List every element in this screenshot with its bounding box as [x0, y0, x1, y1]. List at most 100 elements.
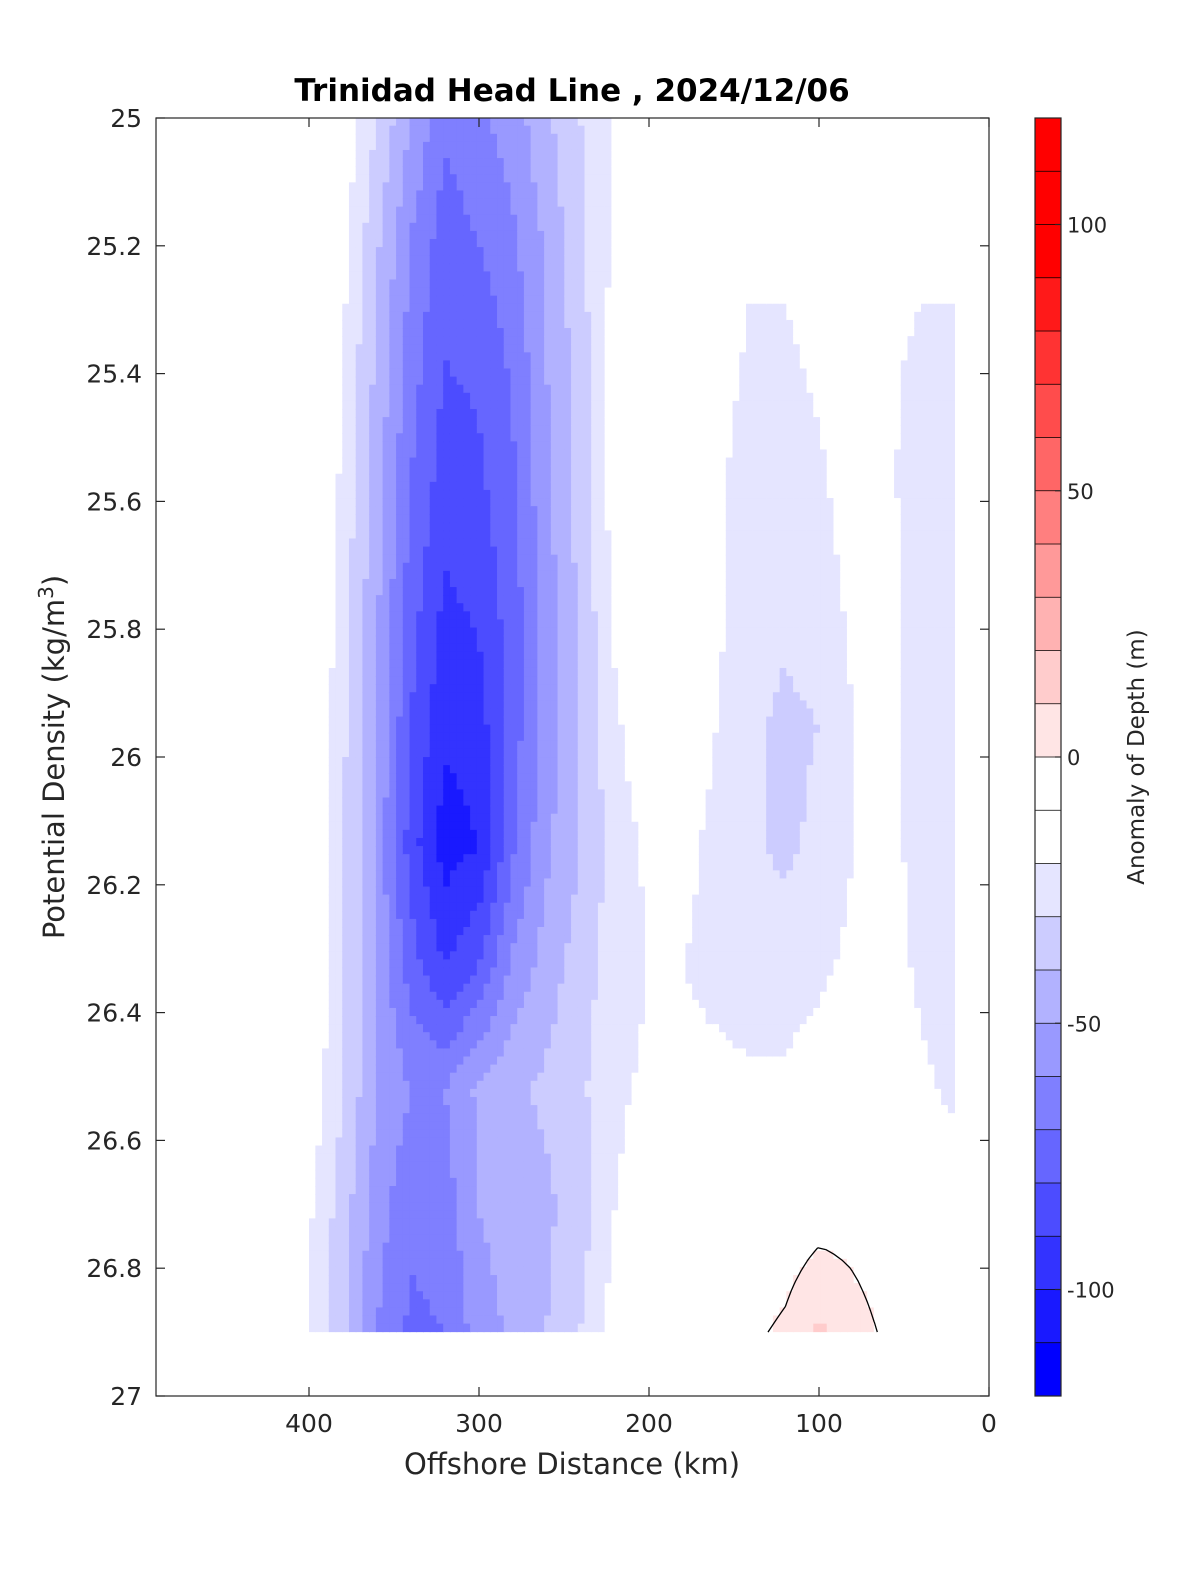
contour-cell: [416, 1177, 424, 1187]
contour-cell: [369, 643, 377, 653]
contour-cell: [375, 676, 384, 685]
contour-cell: [476, 1275, 485, 1284]
contour-cell: [530, 230, 539, 240]
contour-cell: [355, 748, 364, 758]
contour-cell: [416, 1323, 424, 1333]
contour-cell: [436, 829, 444, 839]
contour-cell: [322, 619, 330, 629]
contour-cell: [490, 489, 498, 499]
contour-cell: [369, 303, 377, 313]
contour-cell: [389, 279, 397, 289]
contour-cell: [342, 967, 350, 977]
contour-cell: [463, 1048, 471, 1058]
contour-cell: [429, 894, 438, 904]
contour-cell: [463, 967, 471, 977]
contour-cell: [517, 1105, 525, 1114]
contour-cell: [328, 287, 337, 297]
contour-cell: [523, 279, 532, 289]
contour-cell: [449, 498, 458, 507]
contour-cell: [382, 1250, 391, 1260]
contour-cell: [436, 1194, 444, 1203]
contour-cell: [342, 247, 350, 256]
contour-cell: [382, 716, 391, 726]
contour-cell: [449, 1194, 458, 1203]
contour-cell: [396, 821, 404, 831]
contour-cell: [483, 481, 492, 491]
contour-cell: [348, 813, 357, 823]
contour-cell: [375, 1250, 384, 1260]
contour-cell: [335, 1072, 344, 1082]
contour-cell: [375, 700, 384, 710]
contour-cell: [389, 983, 397, 993]
contour-cell: [523, 1113, 532, 1123]
contour-cell: [355, 1283, 364, 1293]
contour-cell: [389, 133, 397, 143]
contour-cell: [375, 821, 384, 831]
contour-cell: [362, 255, 370, 265]
contour-cell: [436, 1307, 444, 1317]
contour-cell: [476, 732, 485, 742]
contour-cell: [348, 489, 357, 499]
contour-cell: [342, 1016, 350, 1025]
contour-cell: [429, 481, 438, 491]
contour-cell: [335, 1242, 344, 1252]
contour-cell: [409, 627, 418, 637]
contour-cell: [355, 352, 364, 362]
contour-cell: [429, 352, 438, 362]
contour-cell: [362, 1016, 370, 1025]
contour-cell: [402, 1226, 411, 1236]
contour-cell: [396, 344, 404, 354]
contour-cell: [369, 408, 377, 418]
contour-cell: [476, 611, 485, 621]
contour-cell: [362, 991, 370, 1001]
contour-cell: [382, 659, 391, 669]
contour-cell: [449, 425, 458, 435]
contour-cell: [355, 1105, 364, 1114]
contour-cell: [409, 716, 418, 726]
contour-cell: [309, 514, 317, 524]
contour-cell: [443, 457, 451, 467]
contour-cell: [389, 554, 397, 564]
contour-cell: [389, 1177, 397, 1187]
contour-cell: [342, 878, 350, 888]
contour-cell: [517, 125, 525, 135]
contour-cell: [382, 319, 391, 329]
contour-cell: [409, 1040, 418, 1050]
contour-cell: [483, 740, 492, 750]
contour-cell: [309, 651, 317, 661]
contour-cell: [375, 1226, 384, 1236]
contour-cell: [309, 918, 317, 928]
contour-cell: [416, 538, 424, 548]
contour-cell: [456, 1072, 465, 1082]
contour-cell: [470, 813, 478, 823]
contour-cell: [517, 1121, 525, 1131]
contour-cell: [362, 118, 370, 127]
contour-cell: [429, 878, 438, 888]
contour-cell: [503, 336, 512, 346]
contour-cell: [503, 214, 512, 224]
contour-cell: [497, 862, 505, 872]
contour-cell: [389, 1088, 397, 1098]
contour-cell: [483, 279, 492, 289]
contour-cell: [490, 1129, 498, 1139]
contour-cell: [530, 408, 539, 418]
contour-cell: [443, 1056, 451, 1066]
contour-cell: [328, 554, 337, 564]
contour-cell: [348, 1194, 357, 1203]
contour-cell: [335, 587, 344, 596]
contour-cell: [342, 910, 350, 920]
contour-cell: [456, 1113, 465, 1123]
contour-cell: [449, 619, 458, 629]
contour-cell: [456, 967, 465, 977]
contour-cell: [503, 158, 512, 167]
contour-cell: [375, 740, 384, 750]
contour-cell: [490, 578, 498, 588]
contour-cell: [309, 603, 317, 613]
contour-cell: [342, 344, 350, 354]
contour-cell: [423, 870, 431, 880]
contour-cell: [476, 1088, 485, 1098]
contour-cell: [396, 295, 404, 305]
contour-cell: [355, 603, 364, 613]
contour-cell: [409, 206, 418, 216]
contour-cell: [402, 514, 411, 524]
